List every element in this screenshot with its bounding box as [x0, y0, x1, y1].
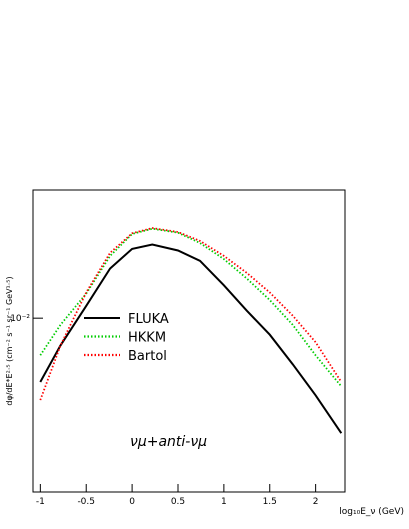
- x-tick-label: 0.5: [171, 497, 185, 507]
- legend-label: Bartol: [128, 349, 167, 364]
- x-tick-label: 1: [221, 497, 227, 507]
- x-tick-label: 1.5: [263, 497, 277, 507]
- x-tick-label: -1: [36, 497, 45, 507]
- x-axis-label: log₁₀E_ν (GeV): [339, 507, 404, 517]
- annotation: νμ+anti-νμ: [130, 434, 207, 450]
- legend-label: FLUKA: [128, 312, 169, 327]
- series-line: [39, 227, 343, 401]
- series-line: [39, 243, 343, 434]
- legend-label: HKKM: [128, 331, 166, 346]
- y-axis-label: dφ/dE*E²·⁵ (cm⁻² s⁻¹ sr⁻¹ GeV¹·⁵): [5, 276, 14, 405]
- x-tick-label: 2: [313, 497, 319, 507]
- x-tick-label: -0.5: [77, 497, 95, 507]
- x-tick-label: 0: [129, 497, 135, 507]
- y-tick-label: 10⁻²: [10, 314, 30, 324]
- plot-frame: [32, 189, 346, 493]
